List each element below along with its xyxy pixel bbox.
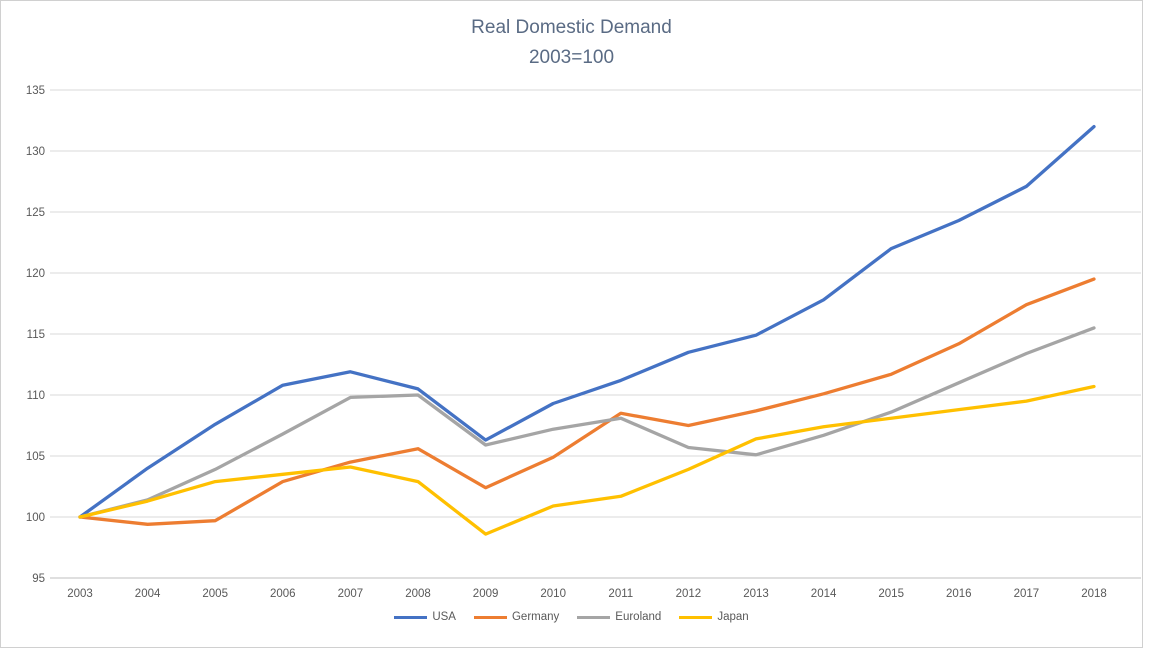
x-tick-label: 2017: [1014, 588, 1040, 600]
x-tick-label: 2005: [202, 588, 228, 600]
x-tick-label: 2012: [676, 588, 702, 600]
x-tick-label: 2010: [540, 588, 566, 600]
series-line-euroland: [78, 326, 1096, 519]
chart-legend: USA Germany Euroland Japan: [1, 611, 1142, 623]
legend-label: Germany: [511, 611, 560, 623]
legend-label: Japan: [717, 611, 749, 623]
series-line-germany: [78, 277, 1096, 526]
y-tick-label: 135: [26, 85, 45, 97]
y-tick-label: 110: [27, 390, 45, 402]
series-line-japan: [78, 384, 1096, 536]
y-tick-label: 105: [26, 451, 45, 463]
x-tick-label: 2003: [67, 588, 93, 600]
x-tick-label: 2007: [338, 588, 364, 600]
legend-item-germany: Germany: [473, 611, 560, 623]
x-tick-label: 2009: [473, 588, 499, 600]
legend-line-swatch: [679, 615, 713, 619]
x-tick-label: 2013: [743, 588, 769, 600]
y-tick-label: 115: [27, 329, 45, 341]
legend-item-usa: USA: [394, 611, 456, 623]
legend-line-swatch: [473, 615, 507, 619]
x-tick-label: 2004: [135, 588, 161, 600]
x-tick-label: 2015: [878, 588, 904, 600]
legend-item-euroland: Euroland: [577, 611, 661, 623]
legend-line-swatch: [394, 615, 428, 619]
y-tick-label: 120: [26, 268, 45, 280]
x-tick-label: 2014: [811, 588, 837, 600]
legend-line-swatch: [577, 615, 611, 619]
y-tick-label: 130: [26, 146, 45, 158]
x-tick-label: 2011: [608, 588, 633, 600]
chart-title: Real Domestic Demand: [471, 17, 672, 38]
chart-subtitle: 2003=100: [528, 47, 615, 68]
x-tick-label: 2018: [1081, 588, 1107, 600]
x-tick-label: 2006: [270, 588, 296, 600]
x-tick-label: 2008: [405, 588, 431, 600]
x-tick-label: 2016: [946, 588, 972, 600]
y-tick-label: 125: [26, 207, 45, 219]
series-line-usa: [78, 124, 1096, 519]
legend-item-japan: Japan: [679, 611, 749, 623]
legend-label: USA: [432, 611, 456, 623]
y-tick-label: 95: [32, 573, 45, 585]
chart-title-block: Real Domestic Demand 2003=100: [1, 13, 1142, 73]
legend-label: Euroland: [615, 611, 662, 623]
y-tick-label: 100: [26, 512, 45, 524]
